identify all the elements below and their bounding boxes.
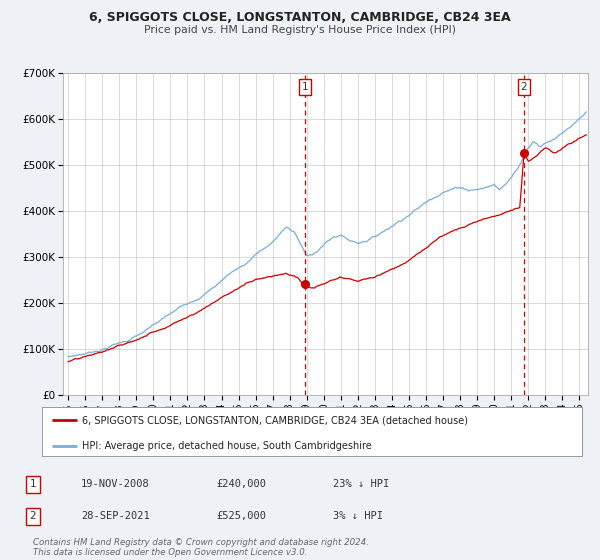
Text: Price paid vs. HM Land Registry's House Price Index (HPI): Price paid vs. HM Land Registry's House … (144, 25, 456, 35)
Text: £525,000: £525,000 (216, 511, 266, 521)
Text: 3% ↓ HPI: 3% ↓ HPI (333, 511, 383, 521)
Text: 6, SPIGGOTS CLOSE, LONGSTANTON, CAMBRIDGE, CB24 3EA: 6, SPIGGOTS CLOSE, LONGSTANTON, CAMBRIDG… (89, 11, 511, 24)
Text: 1: 1 (302, 82, 308, 92)
Text: £240,000: £240,000 (216, 479, 266, 489)
Text: Contains HM Land Registry data © Crown copyright and database right 2024.
This d: Contains HM Land Registry data © Crown c… (33, 538, 369, 557)
Text: 2: 2 (521, 82, 527, 92)
Text: 6, SPIGGOTS CLOSE, LONGSTANTON, CAMBRIDGE, CB24 3EA (detached house): 6, SPIGGOTS CLOSE, LONGSTANTON, CAMBRIDG… (83, 416, 469, 426)
Text: 28-SEP-2021: 28-SEP-2021 (81, 511, 150, 521)
Text: 23% ↓ HPI: 23% ↓ HPI (333, 479, 389, 489)
Text: 19-NOV-2008: 19-NOV-2008 (81, 479, 150, 489)
Text: 1: 1 (29, 479, 37, 489)
Text: 2: 2 (29, 511, 37, 521)
Text: HPI: Average price, detached house, South Cambridgeshire: HPI: Average price, detached house, Sout… (83, 441, 372, 451)
